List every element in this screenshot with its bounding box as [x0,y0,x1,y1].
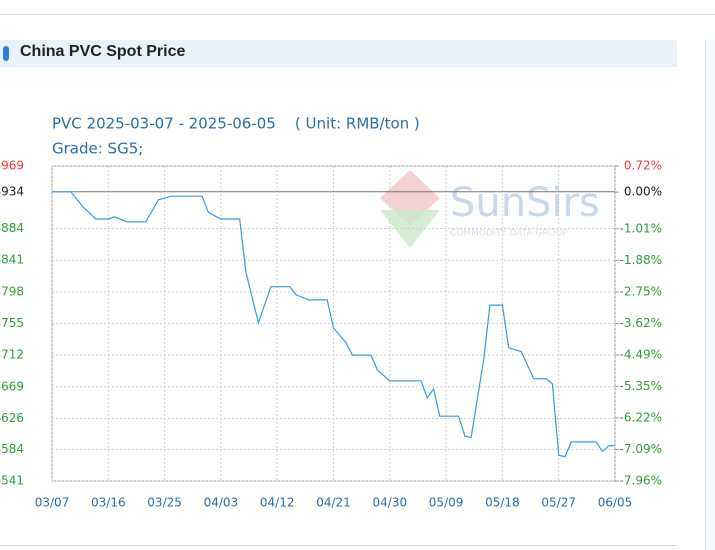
x-tick-label: 04/03 [204,496,239,510]
price-line [52,191,615,458]
x-tick-label: 03/25 [147,496,182,510]
y-tick-label: 4755 [0,316,24,330]
x-tick-label: 05/18 [485,496,520,510]
y-tick-label: 4934 [0,184,24,198]
y2-tick-label: -6.22% [620,410,662,424]
x-tick-label: 04/30 [373,496,408,510]
y2-tick-label: -1.88% [620,253,662,267]
y-tick-label: 4626 [0,411,24,425]
y-tick-label: 4969 [0,159,24,173]
y2-tick-label: -7.96% [620,474,662,488]
y2-tick-label: -4.49% [620,348,662,362]
y2-tick-label: -7.09% [620,442,662,456]
y-tick-label: 4798 [0,284,24,298]
x-tick-label: 03/07 [35,496,70,510]
x-tick-label: 04/21 [316,496,351,510]
chart-subtitle: PVC 2025-03-07 - 2025-06-05 ( Unit: RMB/… [52,115,420,133]
chart-subtitle: Grade: SG5; [52,140,143,158]
panel-title: China PVC Spot Price [20,43,186,60]
x-tick-label: 05/09 [429,496,464,510]
y-tick-label: 4669 [0,379,24,393]
panel-header [0,40,677,67]
x-tick-label: 04/12 [260,496,295,510]
y2-tick-label: -1.01% [620,221,662,235]
x-tick-label: 03/16 [91,496,126,510]
y2-tick-label: -3.62% [620,316,662,330]
bottom-divider [0,545,677,546]
y2-tick-label: -2.75% [620,284,662,298]
y-tick-label: 4712 [0,348,24,362]
top-divider [0,14,715,15]
y-tick-label: 4584 [0,442,24,456]
y2-tick-label: -5.35% [620,379,662,393]
x-tick-label: 05/27 [541,496,576,510]
header-icon [3,46,9,61]
y2-tick-label: 0.00% [624,185,662,199]
sidebar [705,40,715,550]
x-tick-label: 06/05 [598,496,633,510]
watermark: SunSirs [450,180,600,226]
watermark-sub: COMMODITY DATA GROUP [450,229,568,239]
chart: SunSirs COMMODITY DATA GROUP PVC 2025-03… [0,115,662,510]
y2-tick-label: 0.72% [624,159,662,173]
